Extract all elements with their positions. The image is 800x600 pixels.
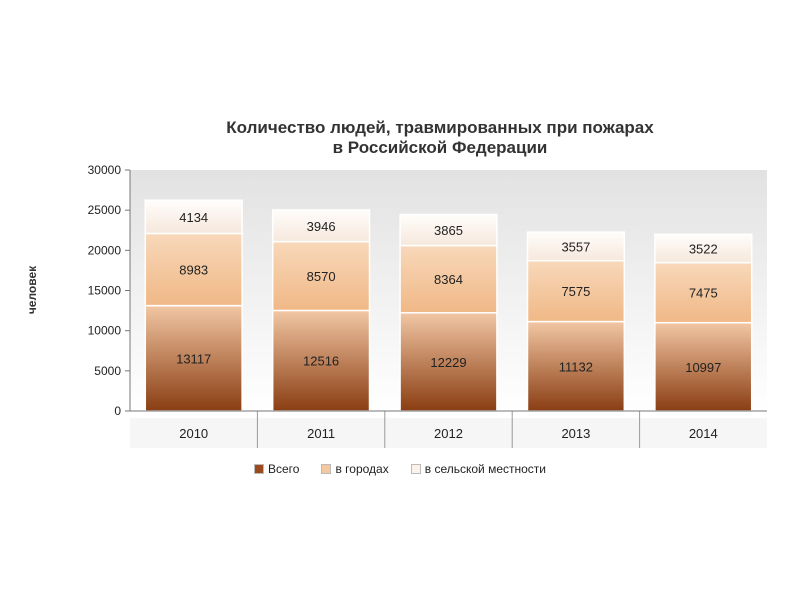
data-label-rural-2010: 4134 — [179, 210, 208, 225]
y-tick-label-5: 25000 — [88, 203, 122, 217]
bar-cities-2011 — [271, 240, 371, 312]
data-label-rural-2013: 3557 — [561, 239, 590, 254]
data-label-total-2014: 10997 — [685, 360, 721, 375]
bar-rural-2013 — [526, 231, 626, 262]
data-label-rural-2014: 3522 — [689, 241, 718, 256]
legend-swatch-total — [254, 464, 264, 474]
bar-rural-2011 — [271, 209, 371, 243]
data-label-total-2011: 12516 — [303, 354, 339, 369]
bar-total-2014 — [654, 321, 753, 412]
legend-label-cities: в городах — [335, 462, 389, 476]
x-tick-label-2013: 2013 — [561, 426, 590, 441]
legend-item-total: Всего — [254, 462, 299, 476]
bar-rural-2012 — [399, 213, 498, 247]
data-label-total-2013: 11132 — [559, 359, 593, 374]
legend-item-cities: в городах — [321, 462, 389, 476]
y-tick-label-3: 15000 — [88, 284, 122, 298]
legend-label-rural: в сельской местности — [424, 462, 546, 476]
x-tick-label-2010: 2010 — [179, 426, 208, 441]
data-label-rural-2011: 3946 — [307, 219, 336, 234]
legend: Всего в городах в сельской местности — [0, 462, 800, 476]
legend-item-rural: в сельской местности — [410, 462, 546, 476]
legend-label-total: Всего — [268, 462, 300, 476]
bar-cities-2014 — [654, 261, 753, 324]
x-tick-label-2012: 2012 — [434, 426, 463, 441]
legend-swatch-cities — [321, 464, 332, 474]
chart-title: Количество людей, травмированных при пож… — [150, 118, 730, 158]
data-label-cities-2010: 8983 — [179, 263, 208, 278]
chart-title-line-1: Количество людей, травмированных при пож… — [226, 118, 654, 137]
data-label-cities-2013: 7575 — [561, 284, 590, 299]
bar-total-2011 — [271, 309, 371, 412]
y-tick-label-0: 0 — [114, 404, 121, 418]
category-strip — [130, 418, 767, 448]
chart-title-line-2: в Российской Федерации — [332, 138, 548, 157]
data-label-cities-2012: 8364 — [434, 272, 463, 287]
y-axis-label: человек — [25, 265, 39, 314]
bar-rural-2014 — [654, 233, 753, 264]
data-label-total-2010: 13117 — [176, 351, 211, 366]
legend-swatch-rural — [410, 464, 421, 474]
bar-total-2013 — [526, 320, 626, 412]
y-tick-label-2: 10000 — [88, 324, 122, 338]
y-tick-label-1: 5000 — [94, 364, 121, 378]
x-tick-label-2014: 2014 — [689, 426, 718, 441]
x-tick-label-2011: 2011 — [307, 426, 335, 441]
y-tick-label-4: 20000 — [88, 243, 122, 257]
data-label-total-2012: 12229 — [430, 355, 466, 370]
bar-cities-2012 — [399, 244, 498, 314]
bar-cities-2013 — [526, 259, 626, 323]
data-label-rural-2012: 3865 — [434, 223, 463, 238]
bar-total-2012 — [399, 312, 498, 412]
bar-rural-2010 — [144, 199, 243, 235]
data-label-cities-2014: 7475 — [689, 286, 718, 301]
data-label-cities-2011: 8570 — [307, 269, 336, 284]
y-tick-label-6: 30000 — [88, 163, 122, 177]
